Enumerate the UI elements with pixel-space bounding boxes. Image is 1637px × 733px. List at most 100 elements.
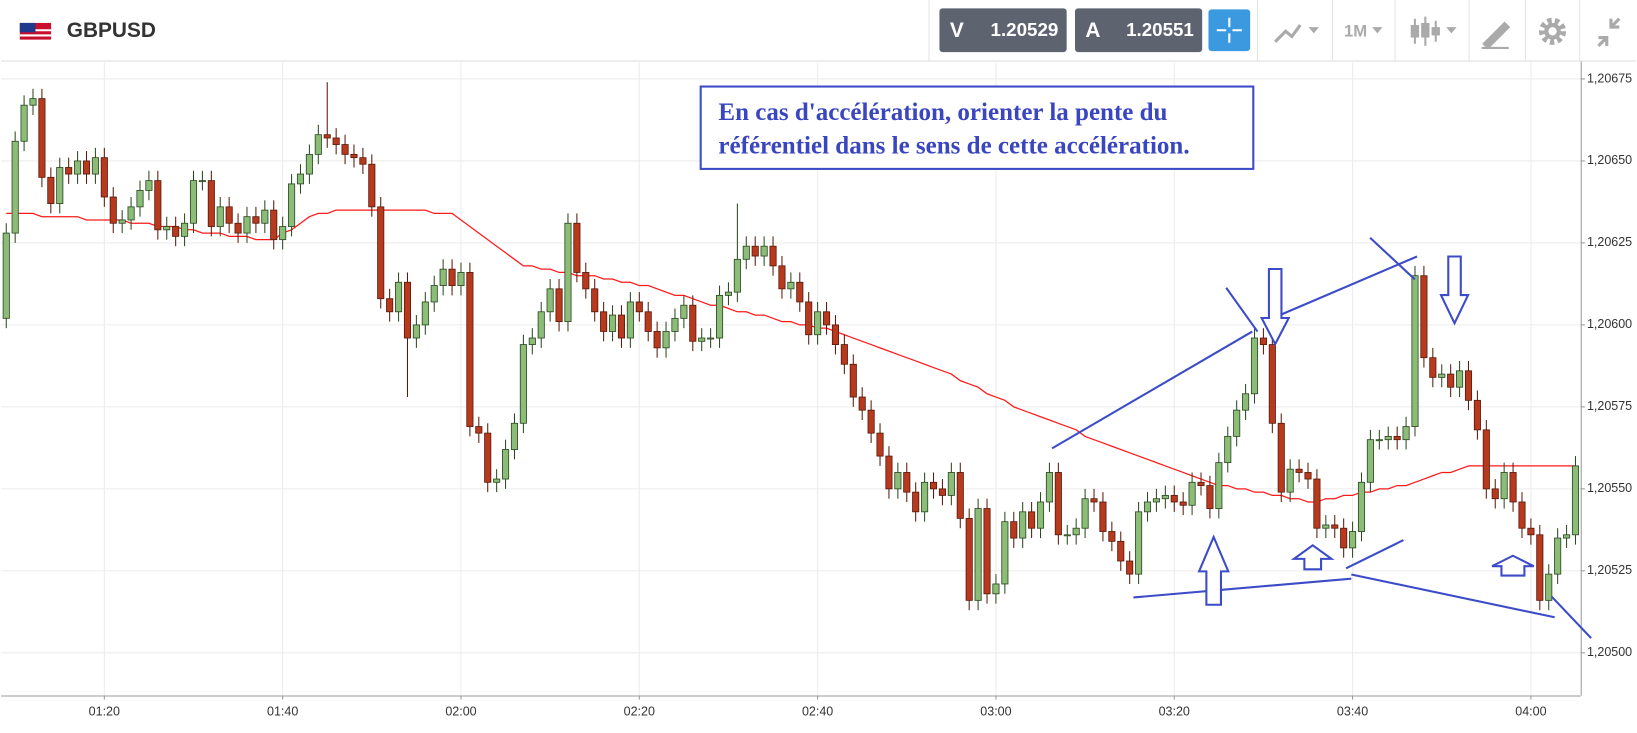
trend-line bbox=[1225, 287, 1259, 333]
candle-body bbox=[1054, 472, 1062, 536]
axes: 1,20500 1,20525 1,20550 1,20575 1,20600 1,206… bbox=[89, 71, 1632, 718]
candle-body bbox=[1464, 370, 1473, 401]
settings-icon bbox=[1538, 17, 1567, 45]
candle-body bbox=[296, 173, 305, 185]
candle-body bbox=[1028, 511, 1036, 529]
candle-body bbox=[1152, 498, 1160, 503]
crosshair-button[interactable] bbox=[1208, 9, 1251, 52]
settings-button[interactable] bbox=[1538, 17, 1567, 45]
candle-body bbox=[1286, 468, 1294, 493]
candle-body bbox=[279, 226, 287, 241]
candle-body bbox=[867, 409, 875, 434]
candle-body bbox=[546, 288, 554, 313]
candle-body bbox=[47, 176, 55, 204]
candle-body bbox=[796, 281, 804, 303]
x-tick-label: 03:00 bbox=[980, 704, 1011, 718]
candle-body bbox=[858, 396, 866, 411]
candle-body bbox=[502, 449, 510, 480]
candle-body bbox=[359, 157, 367, 165]
candle-body bbox=[1010, 521, 1018, 539]
chart-type-button[interactable] bbox=[1274, 24, 1319, 43]
candle-body bbox=[1322, 524, 1330, 529]
y-tick-label: 1,20675 bbox=[1587, 71, 1632, 85]
candle-body bbox=[386, 298, 394, 313]
candle-body bbox=[555, 288, 563, 323]
collapse-button[interactable] bbox=[1597, 17, 1621, 47]
candle-body bbox=[1090, 498, 1098, 503]
candle-body bbox=[1019, 511, 1027, 539]
candle-body bbox=[1081, 498, 1089, 529]
candle-body bbox=[1242, 393, 1250, 411]
x-tick-label: 03:40 bbox=[1337, 704, 1368, 718]
candle-body bbox=[1545, 573, 1553, 601]
candle-body bbox=[189, 180, 198, 224]
buy-button[interactable] bbox=[1074, 8, 1203, 53]
annotation-line: référentiel dans le sens de cette accélé… bbox=[718, 132, 1189, 159]
candles-button[interactable] bbox=[1410, 16, 1457, 46]
candle-body bbox=[1161, 495, 1169, 500]
candle-body bbox=[288, 183, 296, 227]
candles-icon bbox=[1421, 22, 1430, 38]
candle-body bbox=[671, 317, 679, 332]
draw-button[interactable] bbox=[1481, 21, 1511, 50]
candle-body bbox=[1072, 527, 1080, 536]
candle-body bbox=[1349, 531, 1357, 549]
candle-body bbox=[91, 157, 99, 175]
candle-body bbox=[74, 160, 82, 175]
candle-body bbox=[11, 140, 19, 234]
candle-body bbox=[733, 258, 741, 293]
drawings bbox=[1051, 236, 1592, 639]
candle-body bbox=[109, 196, 117, 224]
candle-body bbox=[591, 288, 599, 313]
candle-body bbox=[1135, 511, 1143, 575]
sell-button[interactable] bbox=[939, 8, 1067, 53]
candles-icon bbox=[1431, 27, 1440, 36]
candle-body bbox=[145, 180, 153, 191]
candle-body bbox=[849, 363, 857, 398]
candle-body bbox=[992, 583, 1000, 595]
candle-body bbox=[172, 226, 180, 237]
timeframe[interactable]: 1M bbox=[1344, 22, 1367, 41]
candle-body bbox=[635, 301, 643, 313]
buy-price: 1.20551 bbox=[1126, 19, 1194, 40]
candle-body bbox=[1366, 439, 1374, 483]
candle-body bbox=[894, 472, 902, 490]
candle-body bbox=[983, 508, 991, 595]
candle-body bbox=[956, 472, 964, 519]
buy-label: A bbox=[1085, 19, 1100, 42]
candle-body bbox=[1527, 527, 1535, 536]
candle-body bbox=[876, 432, 884, 457]
candle-body bbox=[1036, 501, 1045, 529]
down-arrow bbox=[1439, 255, 1470, 326]
candle-body bbox=[323, 134, 331, 139]
candle-body bbox=[181, 222, 189, 237]
plot bbox=[2, 82, 1580, 611]
chart-type-icon bbox=[1274, 24, 1302, 43]
y-tick-label: 1,20625 bbox=[1587, 235, 1632, 249]
candle-body bbox=[1375, 439, 1383, 442]
x-tick-label: 01:40 bbox=[267, 704, 298, 718]
candle-body bbox=[1063, 534, 1071, 537]
y-tick-label: 1,20650 bbox=[1587, 153, 1632, 167]
candle-body bbox=[1456, 370, 1464, 388]
candle-body bbox=[1509, 472, 1517, 503]
candle-body bbox=[252, 216, 260, 224]
candle-body bbox=[921, 481, 929, 513]
candle-body bbox=[644, 311, 652, 332]
up-arrow bbox=[1197, 534, 1230, 606]
trend-line bbox=[1550, 595, 1592, 639]
candle-body bbox=[341, 144, 349, 155]
trend-line bbox=[1345, 539, 1404, 570]
candle-body bbox=[56, 167, 64, 204]
crosshair-icon bbox=[1216, 17, 1242, 43]
candle-body bbox=[412, 324, 420, 339]
candle-body bbox=[127, 206, 135, 221]
candle-body bbox=[617, 314, 626, 339]
candle-body bbox=[163, 226, 171, 231]
settings-icon bbox=[1548, 27, 1557, 36]
candle-body bbox=[154, 180, 162, 231]
candle-body bbox=[448, 268, 456, 286]
candle-body bbox=[29, 98, 37, 106]
sell-price: 1.20529 bbox=[991, 19, 1059, 40]
